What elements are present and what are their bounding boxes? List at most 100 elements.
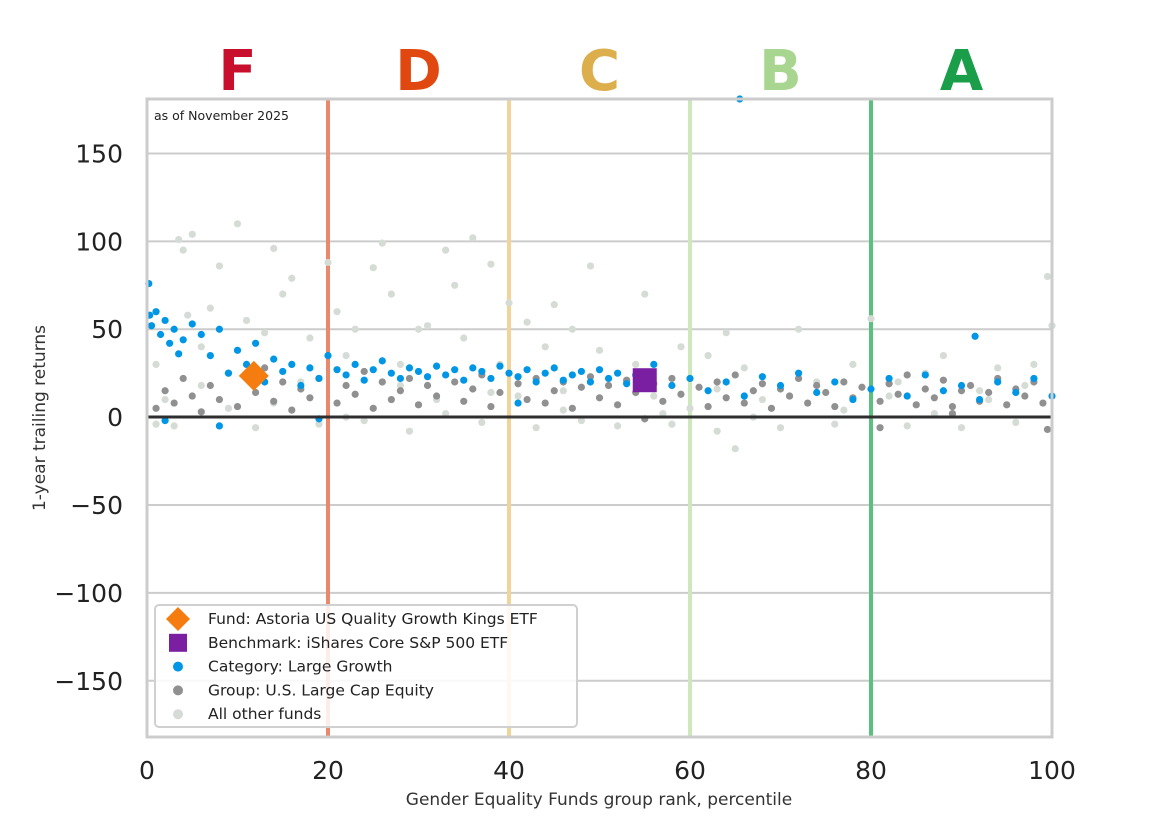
legend-marker-diamond <box>166 607 190 631</box>
data-point <box>460 397 468 405</box>
data-point <box>342 352 350 360</box>
data-point <box>333 308 341 316</box>
data-point <box>903 371 911 379</box>
data-point <box>795 374 803 383</box>
data-point <box>360 376 368 384</box>
data-point <box>242 316 251 325</box>
data-point <box>233 402 242 411</box>
data-point <box>971 332 979 340</box>
grade-label-C: C <box>579 39 620 104</box>
data-point <box>758 380 767 388</box>
data-point <box>487 260 495 268</box>
data-point <box>179 374 187 383</box>
data-point <box>197 330 205 339</box>
data-point <box>813 381 821 390</box>
data-point <box>957 387 966 395</box>
data-point <box>614 369 622 377</box>
data-point <box>360 417 368 425</box>
data-point <box>885 380 893 388</box>
data-point <box>776 381 785 390</box>
data-point <box>487 374 495 383</box>
data-point <box>623 380 631 388</box>
data-point <box>912 401 920 409</box>
data-point <box>713 378 721 386</box>
data-point <box>460 334 468 342</box>
data-point <box>279 367 287 376</box>
data-point <box>197 343 205 351</box>
data-point <box>822 388 830 397</box>
data-point <box>948 402 957 411</box>
data-point <box>641 290 649 298</box>
data-point <box>215 325 223 333</box>
data-point <box>731 371 739 379</box>
data-point <box>161 395 169 404</box>
data-point <box>396 360 404 368</box>
data-point <box>297 381 305 390</box>
y-tick-label: 150 <box>75 139 123 168</box>
data-point <box>849 395 857 404</box>
data-point <box>147 322 156 330</box>
data-point <box>568 325 576 333</box>
data-point <box>396 387 404 395</box>
data-point <box>758 395 767 404</box>
data-point <box>315 420 323 428</box>
data-point <box>758 373 767 381</box>
data-point <box>994 378 1002 386</box>
data-point <box>387 395 395 404</box>
data-point <box>333 399 341 407</box>
data-point <box>152 360 160 368</box>
data-point <box>414 325 423 333</box>
data-point <box>776 424 785 432</box>
data-point <box>795 325 803 333</box>
data-point <box>939 387 948 395</box>
data-point <box>749 387 757 395</box>
data-point <box>1021 381 1029 390</box>
grade-label-F: F <box>218 39 256 104</box>
data-point <box>233 346 242 354</box>
data-point <box>460 376 468 384</box>
data-point <box>876 397 884 405</box>
data-point <box>559 376 567 384</box>
data-point <box>184 311 192 319</box>
data-point <box>994 364 1002 372</box>
data-point <box>577 367 586 376</box>
data-point <box>238 360 269 391</box>
data-point <box>939 352 948 360</box>
x-tick-label: 20 <box>312 756 344 785</box>
data-point <box>1030 374 1038 383</box>
data-point <box>261 364 269 372</box>
data-point <box>197 408 205 416</box>
data-point <box>595 346 604 354</box>
data-point <box>677 390 685 398</box>
data-point <box>930 410 938 418</box>
data-point <box>197 381 205 390</box>
data-point <box>414 401 423 409</box>
data-point <box>614 401 622 409</box>
data-point <box>252 424 260 432</box>
data-point <box>804 399 812 407</box>
data-point <box>541 399 549 407</box>
data-point <box>487 402 495 411</box>
data-point <box>1030 360 1038 368</box>
data-point <box>279 378 287 386</box>
data-point <box>360 367 368 376</box>
y-axis-label: 1-year trailing returns <box>30 325 50 511</box>
data-point <box>650 360 658 368</box>
data-point <box>279 290 287 298</box>
data-point <box>668 374 676 383</box>
data-point <box>161 387 169 395</box>
data-point <box>206 381 214 390</box>
data-point <box>423 373 432 381</box>
data-point <box>695 383 703 391</box>
data-point <box>306 364 314 372</box>
data-point <box>188 320 196 328</box>
data-point <box>451 366 459 374</box>
data-point <box>514 399 522 407</box>
data-point <box>396 374 404 383</box>
data-point <box>487 388 495 397</box>
data-point <box>161 316 169 325</box>
y-tick-label: 50 <box>91 315 123 344</box>
data-point <box>442 371 450 379</box>
data-point <box>270 244 278 252</box>
